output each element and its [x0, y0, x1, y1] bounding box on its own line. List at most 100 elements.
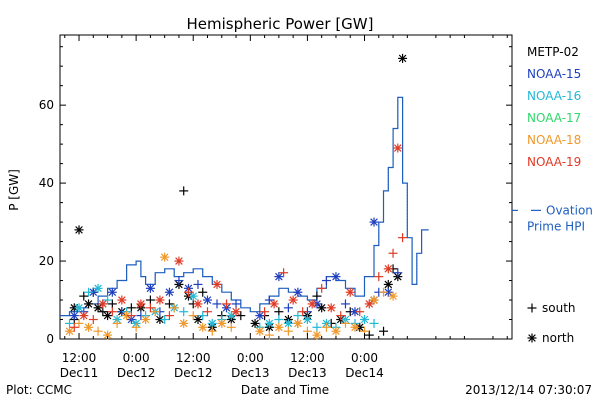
- x-tick-time: 12:00: [176, 351, 211, 365]
- south-point: [112, 318, 122, 328]
- north-point: [283, 318, 293, 328]
- north-point: [331, 272, 341, 282]
- marker-stroke: [332, 327, 340, 336]
- south-point: [164, 299, 174, 309]
- south-point: [193, 279, 203, 289]
- marker-stroke: [270, 300, 278, 308]
- south-point: [183, 287, 193, 297]
- x-tick-time: 0:00: [351, 351, 378, 365]
- marker-stroke: [160, 253, 169, 261]
- marker-stroke: [294, 319, 302, 328]
- south-point: [379, 287, 389, 297]
- y-tick-label: 40: [39, 176, 54, 190]
- south-point: [188, 311, 198, 321]
- south-point: [84, 287, 94, 297]
- south-point: [336, 311, 346, 321]
- south-point: [126, 311, 136, 321]
- marker-stroke: [79, 311, 88, 320]
- south-point: [298, 307, 308, 317]
- marker-stroke: [398, 54, 407, 63]
- north-point: [79, 311, 89, 321]
- marker-stroke: [360, 315, 369, 324]
- south-point: [212, 299, 222, 309]
- south-point: [202, 307, 212, 317]
- x-tick-date: Dec14: [345, 366, 384, 380]
- north-point: [231, 307, 241, 317]
- north-point: [307, 299, 317, 309]
- north-point: [193, 315, 203, 325]
- marker-stroke: [75, 304, 83, 312]
- north-point: [198, 322, 208, 332]
- marker-legend-label: north: [542, 331, 574, 345]
- north-point: [65, 326, 75, 336]
- south-point: [93, 326, 103, 336]
- north-point: [226, 311, 236, 321]
- north-point: [93, 283, 103, 293]
- marker-stroke: [365, 300, 374, 308]
- marker-stroke: [256, 311, 264, 320]
- south-point: [179, 307, 189, 317]
- south-point: [340, 318, 350, 328]
- south-point: [198, 287, 208, 297]
- ovation-legend-label: Prime HPI: [527, 219, 585, 233]
- north-point: [103, 311, 113, 321]
- y-axis-label: P [GW]: [7, 169, 21, 211]
- marker-stroke: [65, 327, 74, 336]
- north-point: [302, 315, 312, 325]
- marker-stroke: [198, 323, 207, 332]
- marker-stroke: [194, 300, 202, 308]
- marker-stroke: [213, 280, 221, 289]
- north-point: [360, 315, 370, 325]
- marker-stroke: [175, 257, 183, 265]
- north-point: [264, 318, 274, 328]
- south-point: [169, 303, 179, 313]
- marker-stroke: [317, 304, 326, 312]
- marker-stroke: [327, 304, 335, 312]
- north-point: [74, 225, 84, 235]
- south-point: [274, 315, 284, 325]
- axis-layer: 020406012:00Dec110:00Dec1212:00Dec120:00…: [39, 35, 512, 380]
- marker-stroke: [389, 292, 397, 300]
- chart-title: Hemispheric Power [GW]: [187, 15, 374, 33]
- marker-stroke: [528, 334, 536, 342]
- marker-legend-symbol: [527, 303, 537, 313]
- north-point: [207, 318, 217, 328]
- south-point: [179, 186, 189, 196]
- marker-stroke: [179, 319, 188, 328]
- north-point: [174, 256, 184, 266]
- south-point: [364, 330, 374, 340]
- north-point: [383, 287, 393, 297]
- north-point: [350, 322, 360, 332]
- ovation-layer: [60, 96, 429, 317]
- north-point: [84, 322, 94, 332]
- north-point: [398, 53, 408, 63]
- south-point: [312, 322, 322, 332]
- north-point: [141, 315, 151, 325]
- south-point: [293, 311, 303, 321]
- marker-stroke: [332, 272, 340, 281]
- north-point: [274, 322, 284, 332]
- legend-entry: NOAA-17: [527, 111, 581, 125]
- marker-stroke: [70, 311, 79, 320]
- south-point: [321, 322, 331, 332]
- south-point: [174, 276, 184, 286]
- south-point: [312, 291, 322, 301]
- marker-stroke: [394, 144, 402, 152]
- south-point: [388, 248, 398, 258]
- north-point: [217, 318, 227, 328]
- north-point: [369, 295, 379, 305]
- marker-legend-symbol: [527, 333, 537, 343]
- marker-stroke: [232, 307, 240, 316]
- north-point: [155, 295, 165, 305]
- marker-stroke: [84, 323, 93, 332]
- marker-stroke: [227, 311, 236, 320]
- south-point: [274, 307, 284, 317]
- marker-stroke: [165, 288, 174, 297]
- x-tick-time: 12:00: [290, 351, 325, 365]
- legend-entry: NOAA-19: [527, 155, 581, 169]
- south-point: [374, 272, 384, 282]
- north-point: [212, 279, 222, 289]
- north-point: [84, 299, 94, 309]
- marker-stroke: [313, 331, 321, 339]
- south-point: [236, 311, 246, 321]
